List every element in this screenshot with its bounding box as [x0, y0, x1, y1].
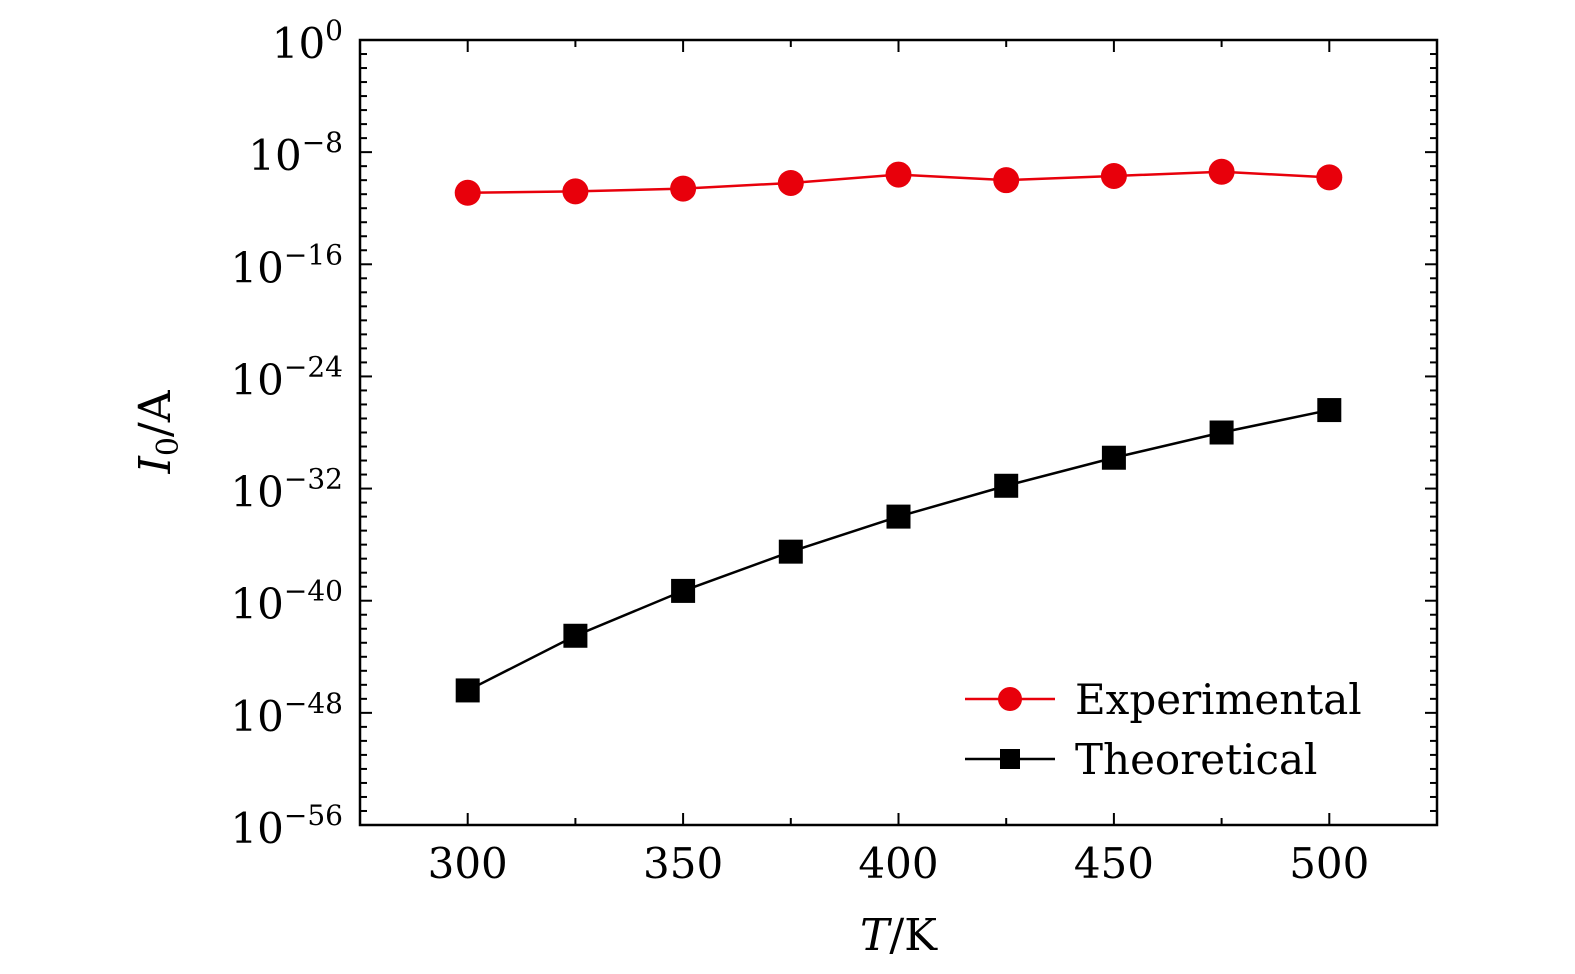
series-layer [454, 158, 1343, 703]
y-axis-title-unit: /A [130, 389, 181, 437]
x-axis-title: T/K [860, 910, 938, 961]
x-tick-label: 350 [643, 839, 723, 888]
data-point-experimental [454, 179, 481, 206]
ticks-layer: 300 350 400 450 500 100 10−8 10−16 10−24 10−32 10−… [230, 14, 1437, 888]
y-axis-title-sub: 0 [151, 437, 186, 456]
y-axis-title-var: I [130, 455, 181, 475]
legend-experimental-label: Experimental [1075, 675, 1362, 724]
data-point-experimental [777, 169, 804, 196]
legend: Experimental Theoretical [965, 675, 1362, 784]
x-axis-title-var: T [860, 910, 893, 961]
x-tick-label: 450 [1074, 839, 1154, 888]
data-point-experimental [1100, 162, 1127, 189]
data-point-theoretical [563, 623, 588, 648]
legend-experimental-marker [998, 687, 1022, 711]
data-point-theoretical [671, 578, 696, 603]
data-point-experimental [993, 167, 1020, 194]
data-point-experimental [670, 175, 697, 202]
y-axis-title: I0/A [130, 389, 186, 474]
data-point-theoretical [994, 473, 1019, 498]
data-point-experimental [1208, 158, 1235, 185]
plot-frame [358, 38, 1439, 827]
labels-layer: T/K I0/A [130, 389, 938, 961]
x-tick-label: 500 [1289, 839, 1369, 888]
y-tick-label: 100 [272, 14, 343, 68]
legend-theoretical-label: Theoretical [1075, 735, 1317, 784]
y-tick-label: 10−24 [230, 350, 343, 404]
data-point-theoretical [1317, 398, 1342, 423]
data-point-theoretical [886, 504, 911, 529]
series-line-theoretical [467, 408, 1330, 692]
data-point-experimental [562, 178, 589, 205]
legend-theoretical-marker [1000, 749, 1020, 769]
y-tick-label: 10−48 [230, 687, 343, 741]
y-tick-label: 10−16 [230, 238, 343, 292]
data-point-theoretical [778, 539, 803, 564]
data-point-theoretical [455, 678, 480, 703]
x-axis-title-unit: /K [889, 910, 938, 961]
data-point-theoretical [1209, 420, 1234, 445]
y-tick-label: 10−40 [230, 575, 343, 629]
y-tick-label: 10−8 [248, 126, 343, 180]
y-tick-label: 10−32 [230, 463, 343, 517]
data-point-experimental [1316, 164, 1343, 191]
data-point-theoretical [1101, 445, 1126, 470]
x-tick-label: 300 [428, 839, 508, 888]
data-point-experimental [885, 161, 912, 188]
y-tick-label: 10−56 [230, 799, 343, 853]
x-tick-label: 400 [858, 839, 938, 888]
